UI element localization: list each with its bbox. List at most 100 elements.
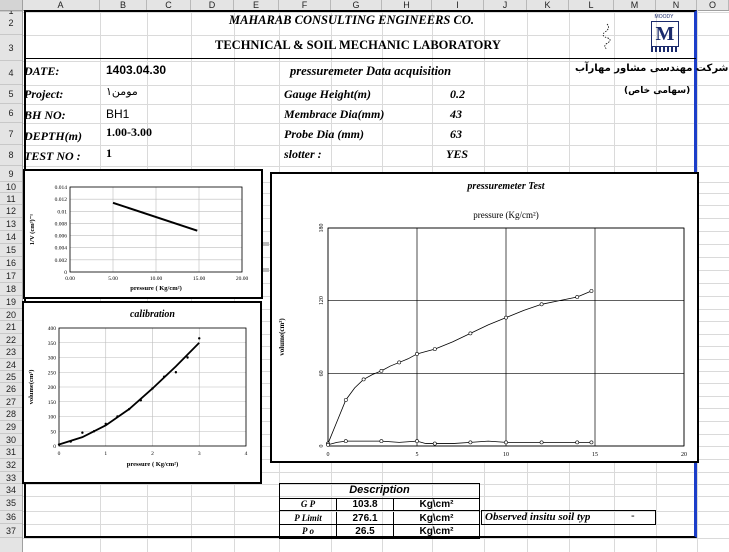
chart-resize-marker	[262, 268, 269, 272]
row-header-22[interactable]: 22	[0, 334, 22, 346]
row-header-37[interactable]: 37	[0, 524, 22, 538]
description-unit: Kg\cm²	[394, 498, 479, 511]
chart-inverse-volume[interactable]: 0.00 5.00 10.00 15.00 20.00 0 0.002 0.004 0.006 0…	[23, 169, 263, 299]
y-tick-label: 300	[48, 356, 57, 362]
x-tick-label: 4	[245, 451, 248, 457]
row-header-26[interactable]: 26	[0, 383, 22, 396]
row-header-10[interactable]: 10	[0, 182, 22, 193]
series-fit-line	[58, 342, 200, 446]
row-gridline	[23, 511, 729, 512]
row-header-6[interactable]: 6	[0, 104, 22, 123]
series-marker	[361, 377, 366, 382]
row-header-5[interactable]: 5	[0, 85, 22, 104]
x-tick-label: 15.00	[193, 276, 206, 282]
row-header-16[interactable]: 16	[0, 257, 22, 270]
column-header-l[interactable]: L	[569, 0, 614, 10]
data-point	[198, 337, 201, 340]
signature-squiggle	[602, 23, 611, 50]
test-no-label: TEST NO :	[24, 149, 81, 163]
select-all-corner[interactable]	[0, 0, 23, 11]
row-header-2[interactable]: 2	[0, 12, 22, 35]
row-header-27[interactable]: 27	[0, 396, 22, 408]
series-marker	[379, 439, 384, 444]
row-header-33[interactable]: 33	[0, 472, 22, 484]
row-header-9[interactable]: 9	[0, 166, 22, 182]
column-header-o[interactable]: O	[697, 0, 729, 10]
slotter-value[interactable]: YES	[446, 147, 469, 161]
logo-underline	[651, 47, 677, 52]
column-header-a[interactable]: A	[22, 0, 100, 10]
row-header-4[interactable]: 4	[0, 61, 22, 85]
row-header-11[interactable]: 11	[0, 193, 22, 205]
row-header-20[interactable]: 20	[0, 309, 22, 321]
column-header-h[interactable]: H	[382, 0, 432, 10]
series-line	[327, 290, 592, 444]
row-header-23[interactable]: 23	[0, 346, 22, 359]
column-header-g[interactable]: G	[331, 0, 382, 10]
row-header-7[interactable]: 7	[0, 123, 22, 145]
row-header-34[interactable]: 34	[0, 484, 22, 496]
probe-dia-value[interactable]: 63	[450, 127, 462, 141]
row-header-24[interactable]: 24	[0, 359, 22, 371]
row-header-32[interactable]: 32	[0, 459, 22, 472]
test-no-value[interactable]: 1	[106, 146, 112, 160]
column-header-f[interactable]: F	[279, 0, 331, 10]
y-tick-label: 0.004	[55, 246, 68, 252]
plot-area	[327, 227, 685, 447]
row-gridline	[23, 61, 729, 62]
depth-label: DEPTH(m)	[24, 129, 82, 143]
observed-soil-type-value[interactable]: -	[631, 510, 635, 522]
row-header-29[interactable]: 29	[0, 421, 22, 434]
row-header-30[interactable]: 30	[0, 434, 22, 446]
date-value[interactable]: 1403.04.30	[106, 63, 167, 77]
y-tick-label: 60	[319, 370, 325, 376]
borehole-value[interactable]: BH1	[106, 107, 130, 121]
row-header-14[interactable]: 14	[0, 231, 22, 244]
row-header-25[interactable]: 25	[0, 371, 22, 383]
y-tick-label: 120	[319, 296, 325, 305]
row-header-19[interactable]: 19	[0, 296, 22, 309]
y-tick-label: 0.01	[57, 209, 67, 215]
column-header-d[interactable]: D	[191, 0, 234, 10]
row-header-18[interactable]: 18	[0, 283, 22, 296]
x-tick-label: 5.00	[108, 276, 118, 282]
row-gridline	[23, 145, 729, 146]
plot-area	[69, 186, 243, 273]
column-header-n[interactable]: N	[656, 0, 697, 10]
series-marker	[432, 441, 437, 446]
slotter-label: slotter :	[284, 147, 322, 161]
chart-subtitle: pressure (Kg/cm²)	[473, 210, 538, 220]
project-value[interactable]: مومن۱	[106, 85, 138, 98]
column-header-m[interactable]: M	[614, 0, 656, 10]
probe-dia-label: Probe Dia (mm)	[284, 127, 364, 141]
row-header-15[interactable]: 15	[0, 244, 22, 257]
row-header-8[interactable]: 8	[0, 145, 22, 166]
row-header-31[interactable]: 31	[0, 446, 22, 459]
row-header-17[interactable]: 17	[0, 270, 22, 283]
column-header-i[interactable]: I	[432, 0, 484, 10]
row-header-35[interactable]: 35	[0, 496, 22, 511]
series-marker	[415, 352, 419, 356]
gauge-height-value[interactable]: 0.2	[450, 87, 465, 101]
column-header-j[interactable]: J	[484, 0, 527, 10]
x-tick-label: 3	[198, 451, 201, 457]
row-gridline	[23, 496, 729, 497]
column-header-b[interactable]: B	[100, 0, 147, 10]
membrane-dia-value[interactable]: 43	[450, 107, 462, 121]
column-header-e[interactable]: E	[234, 0, 279, 10]
row-header-21[interactable]: 21	[0, 321, 22, 334]
row-header-13[interactable]: 13	[0, 218, 22, 231]
x-tick-label: 20	[681, 452, 687, 458]
row-header-28[interactable]: 28	[0, 408, 22, 421]
depth-value[interactable]: 1.00-3.00	[106, 125, 152, 139]
column-header-c[interactable]: C	[147, 0, 191, 10]
series-marker	[539, 302, 544, 307]
row-gridline	[23, 166, 729, 167]
row-header-3[interactable]: 3	[0, 35, 22, 61]
chart-pressuremeter-test[interactable]: 0 5 10 15 20 0 60 120 180 pressuremeter Test press…	[270, 172, 699, 463]
x-tick-label: 10.00	[150, 276, 163, 282]
column-header-k[interactable]: K	[527, 0, 569, 10]
row-header-12[interactable]: 12	[0, 205, 22, 218]
chart-calibration[interactable]: 0 1 2 3 4 0 50 100 150 200 250 300 350 400 calibration…	[22, 301, 262, 484]
row-header-36[interactable]: 36	[0, 511, 22, 524]
